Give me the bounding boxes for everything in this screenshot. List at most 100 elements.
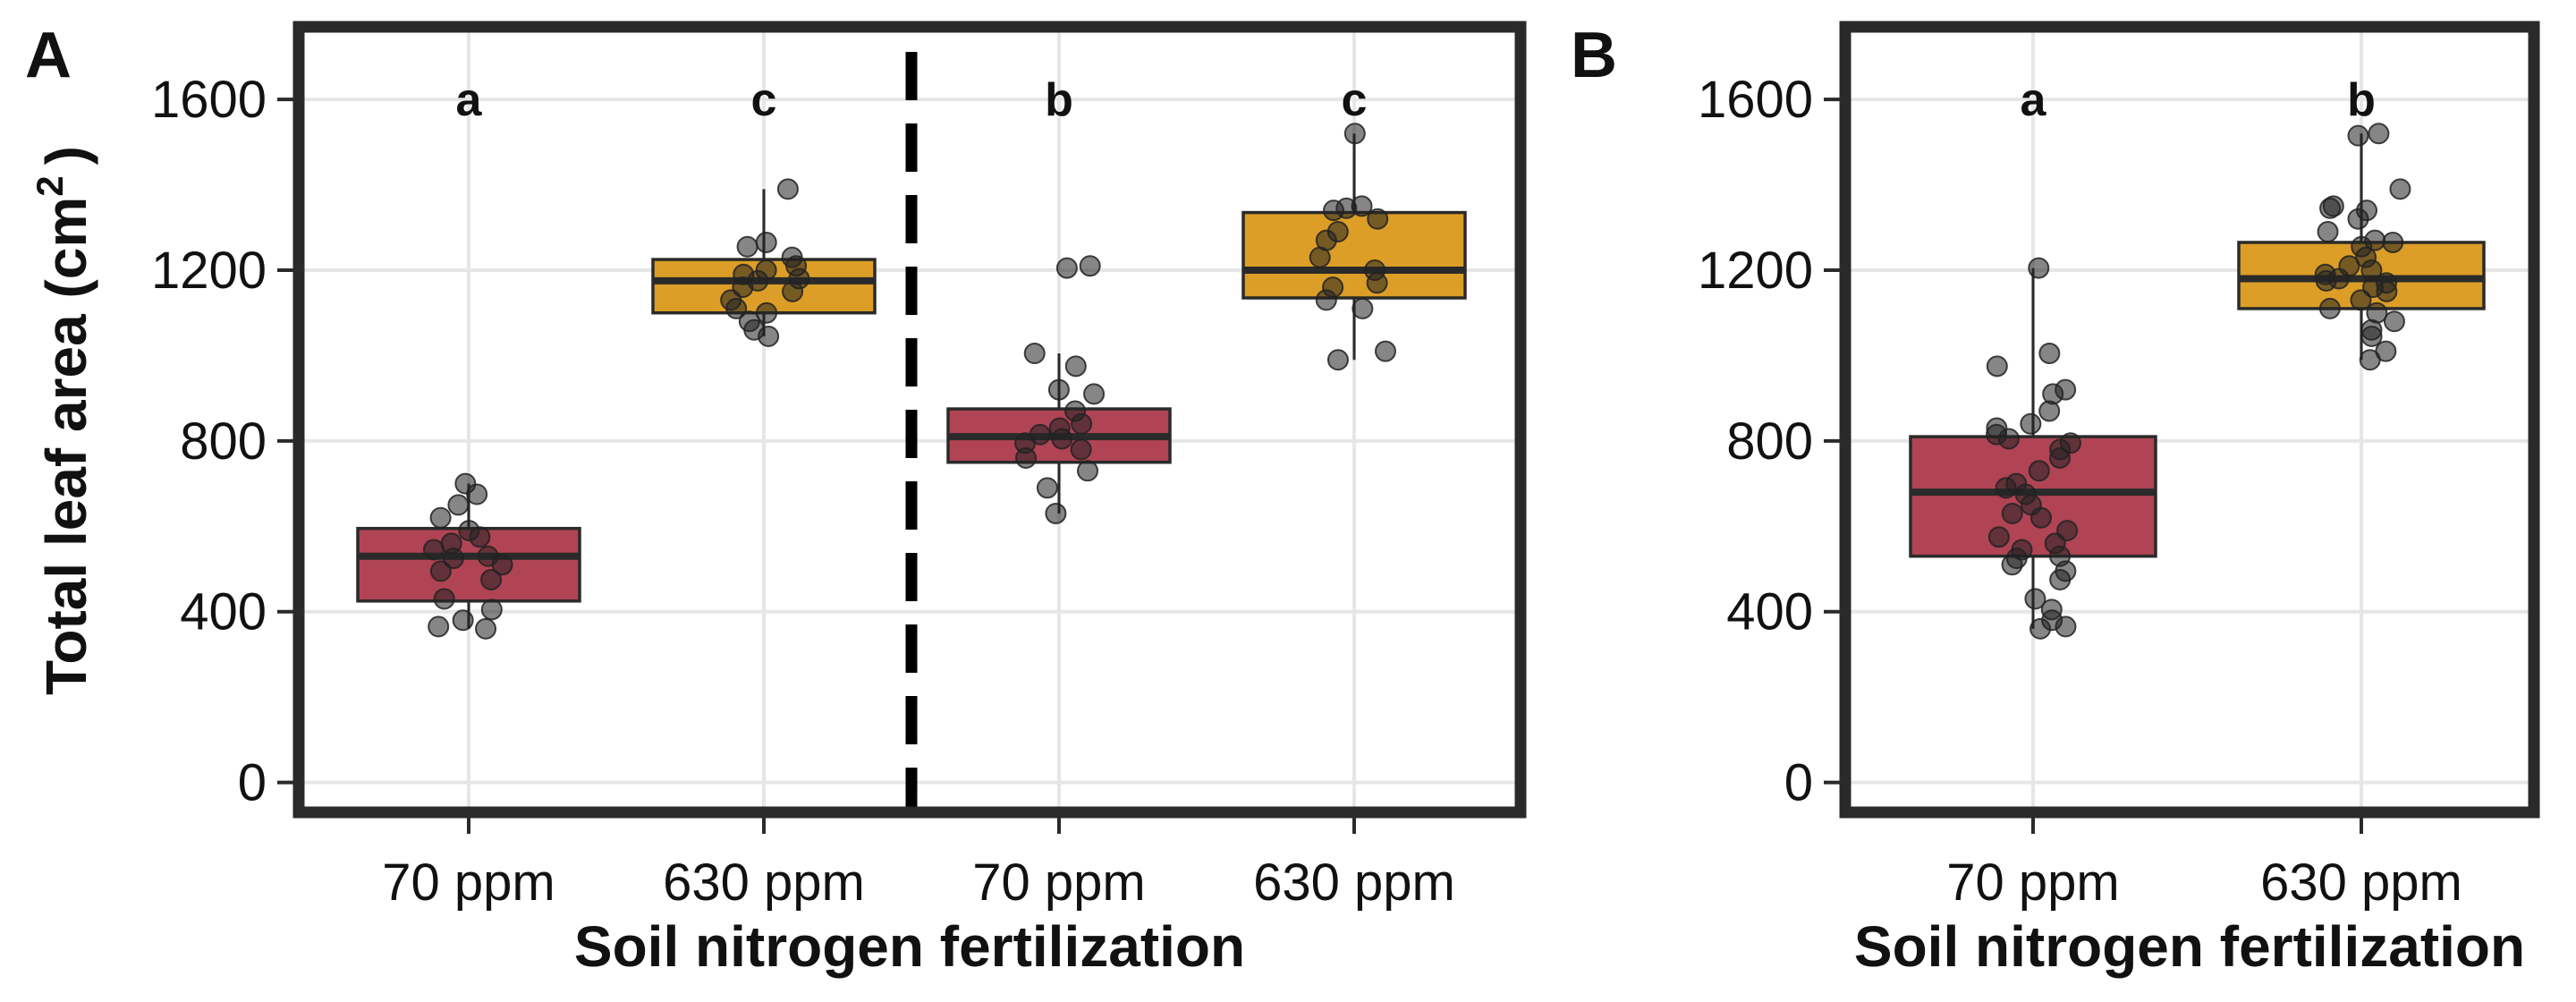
data-point [2011,539,2033,561]
box-high_n [1241,210,1467,300]
y-axis-title-close: ) [34,146,98,165]
significance-letter: b [1045,74,1073,126]
x-tick-label: 70 ppm [972,853,1145,912]
y-tick-label: 400 [1726,583,1813,641]
x-tick-label: 70 ppm [382,853,555,912]
panel-letter-b: B [1571,20,1617,91]
data-point [2314,263,2336,285]
data-point [1064,355,1087,378]
y-tick-label: 1200 [151,242,267,300]
panel-letter-a: A [25,20,72,91]
panel-a-x-axis: 70 ppm 630 ppm 70 ppm 630 ppm [382,818,1455,912]
data-point [2038,343,2061,365]
x-tick-label: 70 ppm [1946,853,2119,912]
data-point [447,494,470,516]
data-point [429,506,452,529]
data-point [2389,178,2411,200]
data-point [2375,340,2397,362]
y-tick-label: 1600 [151,71,267,129]
data-point [2356,200,2378,222]
data-point [480,599,503,621]
data-point [1070,438,1092,461]
data-point [2056,520,2079,542]
data-point [422,539,445,561]
data-point [781,246,803,268]
y-tick-label: 800 [1726,412,1813,471]
data-point [1047,378,1070,401]
data-point [733,263,755,285]
panel-b-x-axis: 70 ppm 630 ppm [1946,818,2462,912]
data-point [2318,297,2341,319]
data-point [1064,400,1087,422]
data-point [477,545,499,567]
data-point [755,259,777,281]
y-tick-label: 0 [238,754,267,812]
data-point [1352,297,1374,319]
data-point [2028,460,2050,482]
data-point [756,301,778,324]
data-point [738,310,760,333]
panel-a-frame [292,21,1527,819]
panel-b-x-axis-title: Soil nitrogen fertilization [1854,914,2525,979]
data-point [1326,349,1349,371]
data-point [1055,257,1078,279]
data-point [1367,208,1389,230]
data-point [2020,412,2042,435]
y-tick-label: 400 [180,583,267,641]
x-tick-label: 630 ppm [663,853,865,912]
y-axis-title-superscript: 2 [29,175,71,196]
data-point [2055,378,2077,401]
y-tick-label: 800 [180,412,267,471]
y-tick-label: 1600 [1698,71,1813,129]
data-point [2366,301,2388,324]
data-point [1351,195,1373,217]
data-point [2059,432,2081,454]
data-point [1083,383,1106,405]
data-point [776,178,799,200]
x-tick-label: 630 ppm [2260,853,2462,912]
data-point [2368,123,2390,145]
panel-a-points [422,123,1396,640]
panel-a-x-axis-title: Soil nitrogen fertilization [574,914,1245,979]
panel-a-y-axis: 0 400 800 1200 1600 [151,71,293,812]
panel-b-frame [1839,21,2540,819]
data-point [1048,417,1071,439]
data-point [1029,423,1051,446]
data-point [1986,417,2008,439]
data-point [440,532,462,555]
data-point [755,231,777,253]
data-point [2317,221,2339,243]
significance-letter: b [2347,74,2376,126]
data-point [1987,526,2010,548]
data-point [429,560,452,582]
data-point [433,588,455,610]
data-point [2347,124,2369,147]
data-point [1023,343,1046,365]
data-point [2338,255,2360,277]
data-point [2024,588,2046,610]
data-point [1343,123,1366,145]
data-point [454,472,477,495]
significance-letter: a [456,74,483,126]
data-point [480,568,503,590]
y-tick-label: 1200 [1698,242,1813,300]
y-tick-label: 0 [1784,754,1813,812]
data-point [452,609,474,632]
data-point [1036,477,1058,499]
data-point [2376,272,2398,294]
data-point [1322,276,1344,299]
data-point [2364,229,2386,251]
x-tick-label: 630 ppm [1253,853,1455,912]
data-point [1079,255,1101,277]
significance-letter: c [1342,74,1368,126]
panel-b-grid [1845,27,2534,812]
panel-a-y-axis-title: Total leaf area (cm2) [29,146,98,695]
panel-b-points [1986,123,2411,640]
data-point [2001,502,2023,524]
data-point [1986,355,2008,378]
data-point [1077,460,1099,482]
